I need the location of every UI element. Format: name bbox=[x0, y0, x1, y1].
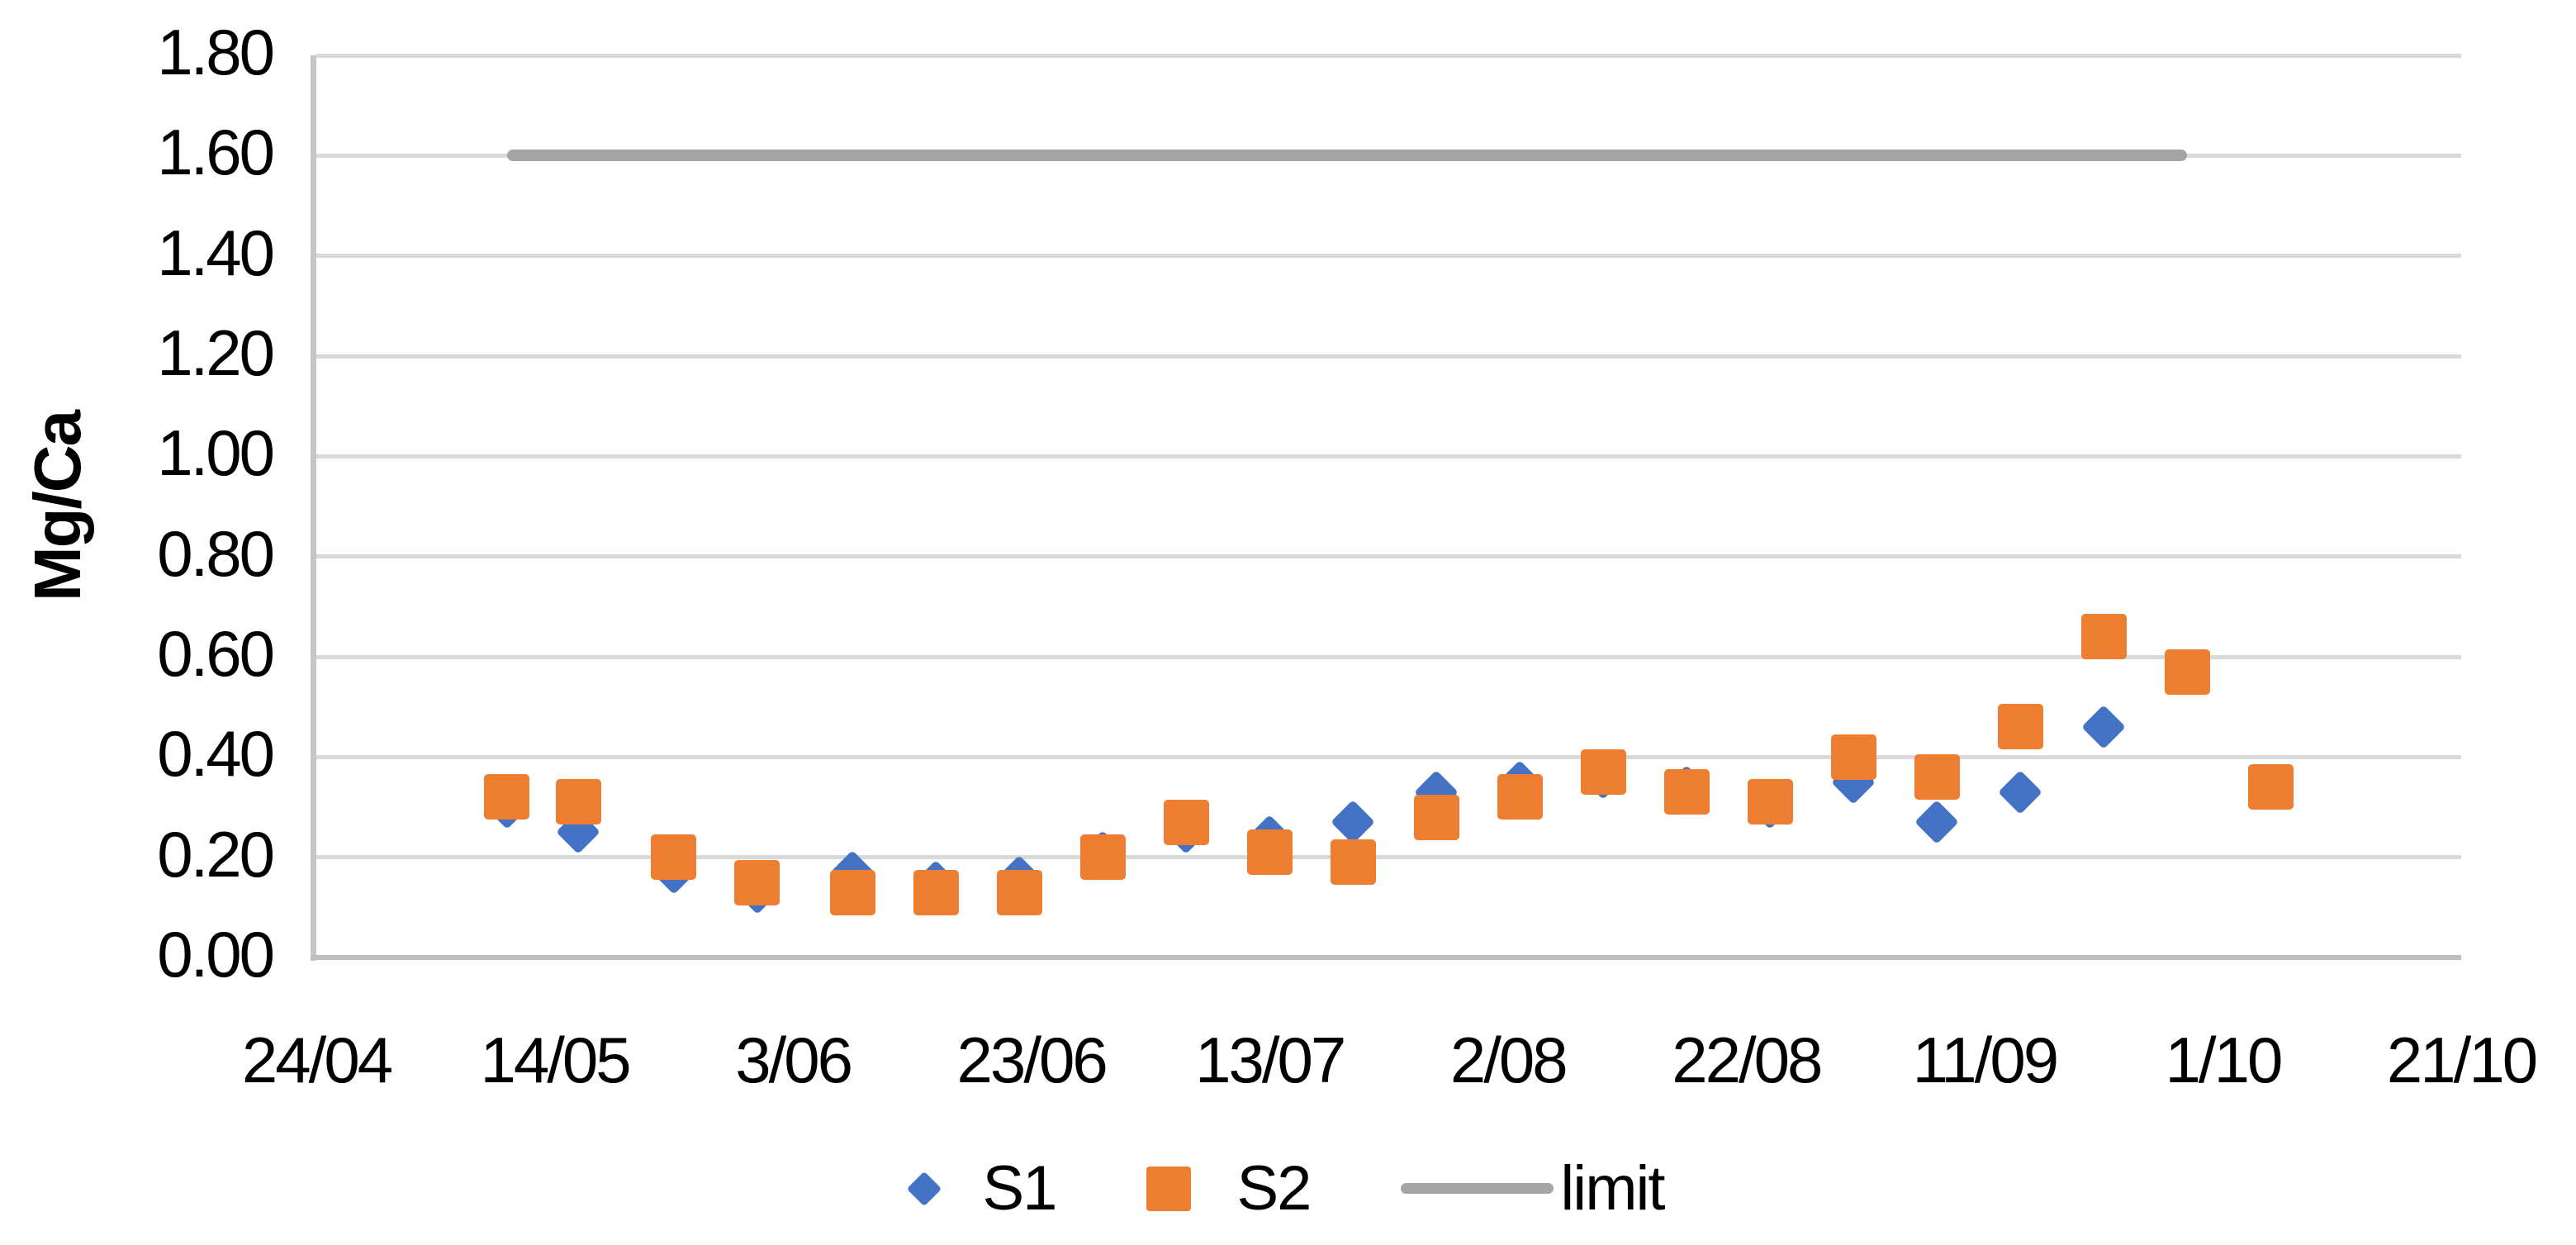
x-tick-label: 1/10 bbox=[2165, 1024, 2284, 1096]
s2-data-point bbox=[913, 869, 959, 915]
s2-square-legend-icon bbox=[1146, 1166, 1192, 1211]
s2-data-point bbox=[1163, 799, 1209, 845]
plot-area bbox=[311, 53, 2461, 961]
s1-diamond-legend-icon bbox=[907, 1171, 942, 1206]
y-tick-label: 0.00 bbox=[157, 917, 275, 991]
gridline bbox=[316, 554, 2461, 559]
s2-data-point bbox=[555, 779, 601, 825]
y-tick-label: 1.00 bbox=[157, 416, 275, 490]
y-tick-label: 1.60 bbox=[157, 116, 275, 189]
legend-item-s1: S1 bbox=[907, 1152, 1057, 1224]
legend: S1 S2 limit bbox=[0, 1152, 2576, 1224]
s2-data-point bbox=[1497, 774, 1543, 820]
s2-data-point bbox=[1997, 704, 2043, 750]
x-tick-label: 11/09 bbox=[1912, 1024, 2059, 1096]
s2-data-point bbox=[484, 774, 530, 820]
s2-data-point bbox=[829, 869, 875, 915]
y-tick-label: 0.40 bbox=[157, 717, 275, 791]
y-tick-label: 1.80 bbox=[157, 15, 275, 88]
gridline bbox=[316, 53, 2461, 58]
s2-data-point bbox=[996, 869, 1042, 915]
gridline bbox=[316, 855, 2461, 860]
x-tick-label: 22/08 bbox=[1672, 1024, 1823, 1096]
s2-data-point bbox=[1413, 794, 1459, 840]
x-tick-label: 13/07 bbox=[1195, 1024, 1346, 1096]
s1-data-point bbox=[2081, 705, 2127, 749]
x-tick-label: 2/08 bbox=[1449, 1024, 1568, 1096]
s2-data-point bbox=[1246, 829, 1293, 876]
s2-data-point bbox=[1830, 734, 1876, 780]
gridline bbox=[316, 354, 2461, 359]
s2-data-point bbox=[1663, 769, 1710, 815]
s2-data-point bbox=[2080, 614, 2127, 660]
s2-data-point bbox=[2164, 649, 2210, 695]
s1-data-point bbox=[1914, 800, 1960, 845]
s2-data-point bbox=[2247, 764, 2294, 810]
x-tick-label: 21/10 bbox=[2386, 1024, 2538, 1096]
s1-data-point bbox=[1998, 769, 2043, 815]
s2-data-point bbox=[651, 834, 697, 881]
s2-data-point bbox=[1079, 834, 1126, 881]
legend-item-s2: S2 bbox=[1146, 1152, 1312, 1224]
s2-data-point bbox=[1914, 754, 1960, 801]
x-tick-label: 24/04 bbox=[241, 1024, 393, 1096]
s2-data-point bbox=[1580, 749, 1626, 796]
gridline bbox=[316, 754, 2461, 759]
gridline bbox=[316, 654, 2461, 659]
legend-label-s1: S1 bbox=[982, 1153, 1057, 1224]
gridline bbox=[316, 454, 2461, 459]
legend-label-s2: S2 bbox=[1236, 1153, 1312, 1224]
y-tick-label: 0.60 bbox=[157, 616, 275, 690]
s2-data-point bbox=[734, 859, 780, 905]
legend-label-limit: limit bbox=[1560, 1153, 1665, 1224]
x-tick-label: 14/05 bbox=[480, 1024, 631, 1096]
limit-line bbox=[506, 150, 2188, 162]
gridline bbox=[316, 254, 2461, 259]
legend-item-limit: limit bbox=[1401, 1152, 1666, 1224]
x-axis-line bbox=[311, 955, 2461, 960]
x-tick-label: 23/06 bbox=[956, 1024, 1108, 1096]
s2-data-point bbox=[1330, 839, 1376, 886]
y-tick-label: 1.20 bbox=[157, 316, 275, 389]
y-tick-label: 0.80 bbox=[157, 516, 275, 590]
y-tick-label: 1.40 bbox=[157, 216, 275, 289]
limit-line-legend-icon bbox=[1401, 1183, 1554, 1194]
s1-data-point bbox=[1331, 800, 1376, 845]
y-axis-line bbox=[311, 55, 316, 961]
y-tick-label: 0.20 bbox=[157, 817, 275, 891]
s2-data-point bbox=[1747, 779, 1793, 825]
x-tick-label: 3/06 bbox=[735, 1024, 853, 1096]
